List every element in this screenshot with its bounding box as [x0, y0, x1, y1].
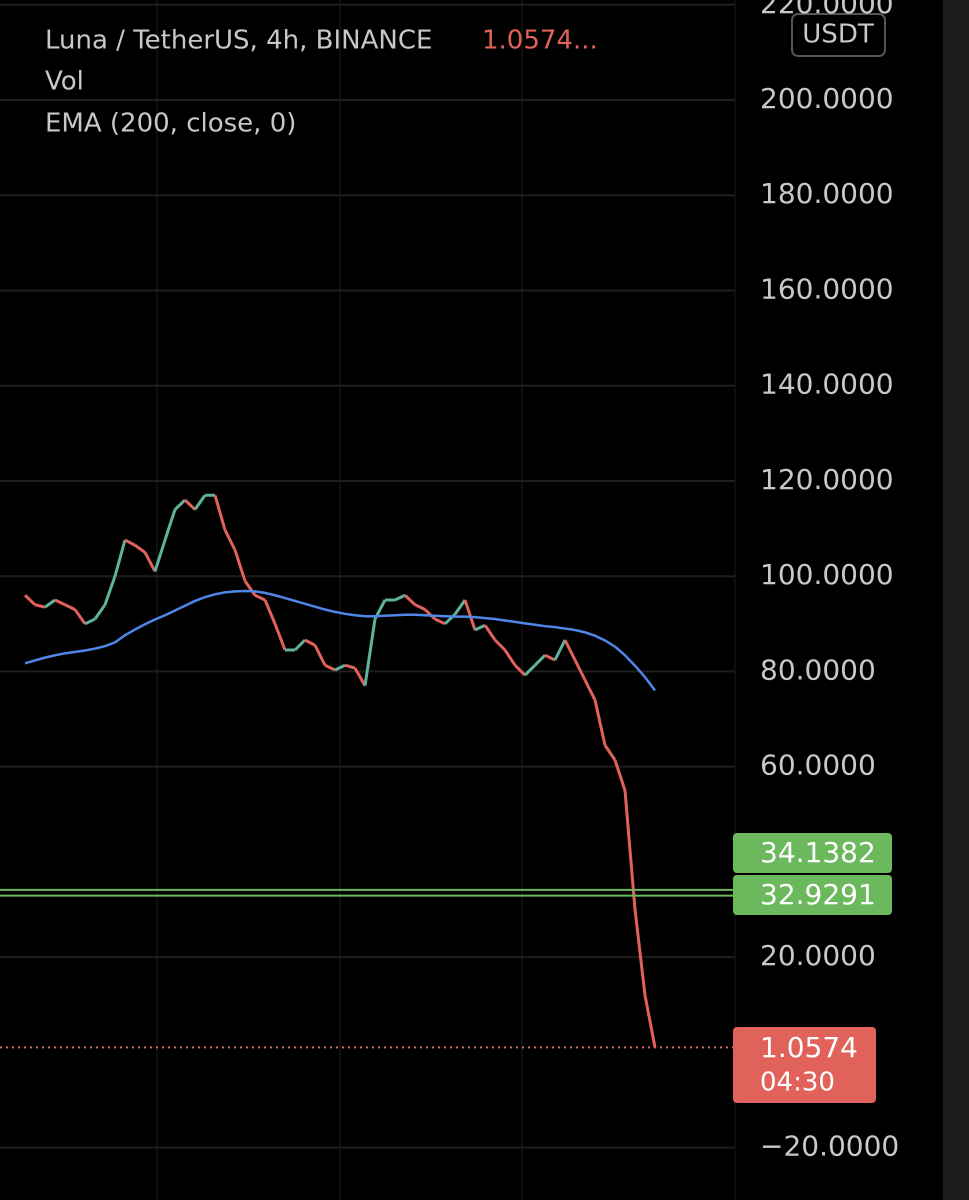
price-segment	[134, 544, 146, 554]
last-price-label: 1.0574	[760, 1031, 858, 1064]
price-segment	[533, 654, 547, 667]
y-tick-label: 200.0000	[760, 82, 894, 115]
price-segment	[143, 551, 157, 573]
price-segment	[583, 679, 597, 701]
price-segment	[633, 909, 647, 996]
price-segment	[414, 603, 426, 611]
currency[interactable]: USDT	[802, 20, 874, 50]
y-tick-label: 140.0000	[760, 368, 894, 401]
price-segment	[553, 639, 567, 661]
price-line-tag	[733, 875, 892, 915]
price-segment	[503, 649, 517, 667]
price-segment	[573, 659, 587, 681]
price-segment	[363, 618, 377, 686]
price-segment	[113, 539, 127, 577]
y-tick-label: 80.0000	[760, 653, 876, 686]
price-segment	[44, 598, 56, 609]
price-segment	[263, 599, 277, 625]
price-segment	[324, 663, 336, 672]
price-segment	[523, 664, 537, 677]
price-segment	[223, 529, 237, 551]
y-tick-label: 220.0000	[760, 0, 894, 20]
price-segment	[93, 603, 107, 620]
countdown: 04:30	[760, 1068, 835, 1098]
last-price-tag	[733, 1027, 876, 1103]
price-segment	[474, 623, 486, 632]
price-segment	[563, 639, 577, 661]
currency-box[interactable]	[791, 13, 886, 57]
price-segment	[254, 593, 266, 602]
price-segment	[153, 539, 167, 572]
y-tick-label: 180.0000	[760, 177, 894, 210]
price-segment	[593, 699, 607, 746]
price-segment	[313, 644, 327, 666]
price-segment	[394, 593, 406, 602]
price-segment	[54, 598, 66, 607]
price-segment	[493, 638, 507, 652]
price-segment	[64, 603, 76, 611]
price-segment	[243, 580, 257, 597]
price-segment	[173, 498, 187, 511]
price-segment	[84, 617, 96, 626]
y-tick-label: 60.0000	[760, 749, 876, 782]
price-line-label: 32.9291	[760, 878, 876, 911]
price-segment	[643, 994, 657, 1048]
price-segment	[73, 608, 87, 625]
price-segment	[403, 594, 417, 606]
price-segment	[183, 498, 197, 511]
price-segment	[513, 664, 527, 677]
price-segment	[603, 744, 617, 761]
price-segment	[23, 594, 37, 606]
price-segment	[213, 494, 227, 531]
price-line-label: 34.1382	[760, 836, 876, 869]
price-segment	[483, 624, 497, 641]
y-tick-label: −20.0000	[760, 1130, 899, 1163]
price-segment	[334, 663, 346, 672]
symbol-title: Luna / TetherUS, 4h, BINANCE	[45, 26, 432, 56]
price-segment	[463, 599, 477, 631]
price-segment	[273, 623, 287, 651]
plot	[0, 3, 735, 1149]
price-segment	[544, 653, 556, 662]
price-segment	[613, 759, 627, 791]
price-segment	[233, 549, 247, 582]
price-segment	[124, 538, 136, 547]
price-segment	[293, 638, 307, 652]
y-tick-label: 160.0000	[760, 272, 894, 305]
price-segment	[623, 790, 637, 910]
y-tick-label: 20.0000	[760, 939, 876, 972]
price-segment	[453, 599, 467, 616]
y-tick-label: 100.0000	[760, 558, 894, 591]
price-segment	[434, 617, 446, 626]
price-segment	[34, 603, 46, 609]
price-segment	[103, 575, 117, 606]
header-price: 1.0574...	[482, 26, 598, 56]
volume-label: Vol	[45, 67, 84, 97]
price-segment	[353, 667, 367, 687]
price-segment	[163, 509, 177, 541]
price-segment	[304, 638, 316, 647]
price-segment	[193, 494, 207, 511]
right-edge	[943, 0, 969, 1200]
price-segment	[344, 663, 356, 670]
ema-label: EMA (200, close, 0)	[45, 109, 296, 139]
ema-line	[24, 589, 656, 692]
y-tick-label: 120.0000	[760, 463, 894, 496]
price-line-tag	[733, 833, 892, 873]
